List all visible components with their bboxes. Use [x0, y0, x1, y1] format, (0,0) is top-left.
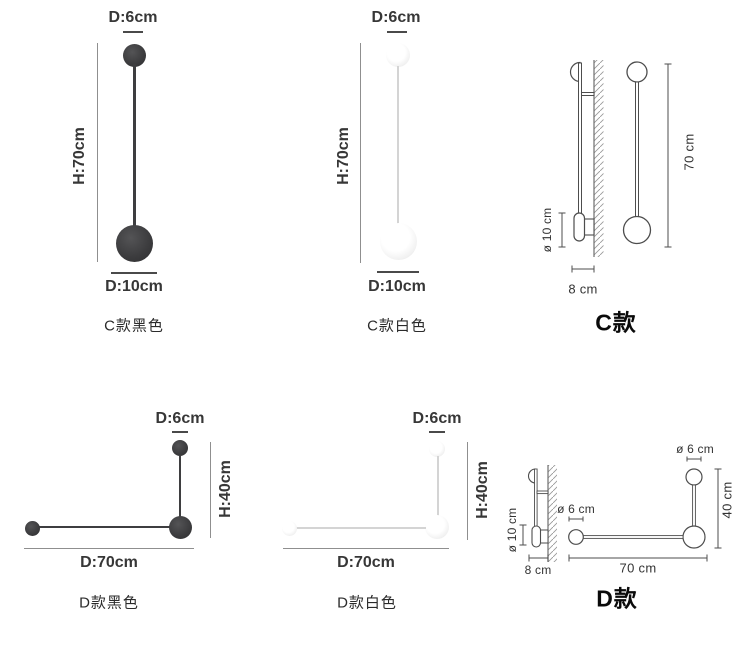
c-black-lamp-rod [132, 64, 136, 226]
c-black-height-dimension-line [97, 43, 98, 262]
panel-c-white: D:6cm H:70cm D:10cm C款白色 [260, 0, 520, 345]
d-black-lamp-vertical-rod [179, 455, 181, 517]
d-black-height-dimension-line [210, 442, 211, 538]
d-spec-end-ball-diameter-label: ø 6 cm [557, 502, 595, 516]
d-spec-front-corner-ball [682, 525, 706, 549]
d-black-height-label: H:40cm [217, 460, 234, 518]
d-white-lamp-top-ball [429, 441, 445, 457]
c-black-bottom-tick [111, 272, 157, 274]
c-spec-caption: C款 [595, 309, 637, 336]
d-black-width-dimension-line [24, 548, 194, 549]
c-white-lamp-bottom-ball [379, 222, 417, 260]
d-black-top-diameter-label: D:6cm [155, 410, 205, 427]
c-white-bottom-tick [377, 271, 419, 273]
panel-d-spec: ø 10 cm 8 cm ø 6 cm ø 6 cm 40 cm 70 cm D… [500, 420, 750, 656]
d-spec-side-bracket [536, 490, 549, 495]
d-spec-width-dimline [568, 554, 708, 562]
d-white-lamp-end-ball [281, 520, 297, 536]
d-spec-width-label: 70 cm [619, 560, 657, 576]
c-black-lamp-top-ball [122, 43, 146, 67]
d-white-lamp-corner-ball [425, 515, 449, 539]
c-white-bottom-diameter-label: D:10cm [368, 278, 426, 295]
panel-d-white: D:6cm H:40cm D:70cm D款白色 [257, 390, 517, 656]
c-spec-drawing [558, 60, 672, 273]
d-white-top-tick [429, 431, 445, 433]
d-spec-drawing [519, 456, 722, 562]
panel-d-black: D:6cm H:40cm D:70cm D款黑色 [0, 390, 260, 656]
d-spec-height-label: 40 cm [719, 481, 735, 519]
c-black-top-diameter-label: D:6cm [108, 9, 158, 26]
c-spec-wall-hatching [594, 60, 604, 257]
panel-c-black: D:6cm H:70cm D:10cm C款黑色 [0, 0, 260, 345]
d-white-caption: D款白色 [337, 594, 397, 612]
c-spec-mount-depth-dimline [571, 265, 595, 273]
c-black-top-tick [123, 31, 143, 33]
d-white-top-diameter-label: D:6cm [412, 410, 462, 427]
c-spec-front-rod [635, 81, 639, 218]
d-white-height-label: H:40cm [474, 461, 491, 519]
c-spec-height-label: 70 cm [681, 133, 697, 171]
c-spec-side-bracket [581, 92, 595, 96]
d-white-width-label: D:70cm [337, 554, 395, 571]
d-black-lamp-horizontal-rod [38, 526, 170, 528]
c-white-height-label: H:70cm [335, 127, 352, 185]
c-white-top-tick [387, 31, 407, 33]
c-white-lamp-rod [397, 66, 399, 224]
d-white-height-dimension-line [467, 442, 468, 540]
d-black-lamp-top-ball [172, 440, 188, 456]
d-black-top-tick [172, 431, 188, 433]
c-spec-mount-diameter-dimline [558, 212, 566, 248]
d-white-lamp-vertical-rod [437, 456, 439, 517]
d-spec-side-wallbox [539, 529, 549, 544]
d-spec-mount-depth-dimline [528, 554, 549, 562]
d-black-lamp-corner-ball [168, 515, 192, 539]
d-spec-side-rod [534, 468, 538, 529]
d-spec-wall-hatching [548, 465, 557, 562]
c-spec-mount-diameter-label: ø 10 cm [540, 207, 554, 253]
d-spec-end-ball-dimline [568, 516, 584, 522]
c-white-height-dimension-line [360, 43, 361, 263]
d-spec-mount-diameter-label: ø 10 cm [505, 507, 519, 553]
panel-c-spec: ø 10 cm 8 cm 70 cm C款 [520, 0, 750, 345]
d-black-width-label: D:70cm [80, 554, 138, 571]
d-black-caption: D款黑色 [79, 594, 139, 612]
d-spec-top-ball-dimline [686, 456, 702, 462]
d-spec-front-horizontal-rod [582, 535, 684, 539]
d-white-width-dimension-line [283, 548, 449, 549]
c-black-lamp-bottom-ball [115, 224, 153, 262]
d-spec-top-ball-diameter-label: ø 6 cm [676, 442, 714, 456]
c-spec-front-bottom-ball [622, 215, 652, 245]
d-spec-mount-depth-label: 8 cm [524, 563, 552, 577]
c-spec-height-dimline [664, 63, 672, 248]
c-black-bottom-diameter-label: D:10cm [105, 278, 163, 295]
d-spec-side-base-capsule [531, 525, 542, 548]
c-spec-side-rod [578, 62, 582, 221]
c-white-caption: C款白色 [367, 317, 427, 335]
c-spec-front-top-ball [626, 61, 648, 83]
c-black-height-label: H:70cm [71, 127, 88, 185]
d-spec-caption: D款 [596, 585, 638, 612]
c-spec-side-base-capsule [573, 212, 586, 242]
d-spec-front-end-ball [568, 529, 584, 545]
c-black-caption: C款黑色 [104, 317, 164, 335]
d-spec-front-vertical-rod [692, 484, 696, 528]
c-spec-mount-depth-label: 8 cm [568, 281, 598, 297]
c-white-lamp-top-ball [386, 43, 410, 67]
d-white-lamp-horizontal-rod [296, 526, 426, 529]
d-spec-front-top-ball [685, 468, 703, 486]
c-spec-side-wallbox [583, 218, 595, 236]
c-white-top-diameter-label: D:6cm [371, 9, 421, 26]
d-spec-height-dimline [714, 468, 722, 549]
d-black-lamp-end-ball [24, 520, 40, 536]
d-spec-mount-diameter-dimline [519, 524, 527, 546]
